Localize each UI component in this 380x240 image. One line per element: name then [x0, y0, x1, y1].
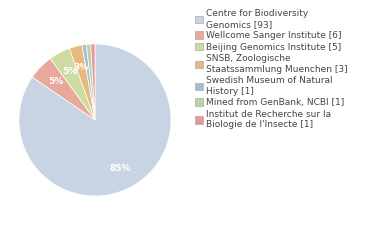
Wedge shape: [50, 48, 95, 120]
Wedge shape: [70, 45, 95, 120]
Text: 85%: 85%: [110, 164, 131, 173]
Legend: Centre for Biodiversity
Genomics [93], Wellcome Sanger Institute [6], Beijing Ge: Centre for Biodiversity Genomics [93], W…: [195, 9, 348, 129]
Text: 3%: 3%: [73, 63, 89, 72]
Wedge shape: [86, 44, 95, 120]
Wedge shape: [32, 59, 95, 120]
Text: 5%: 5%: [62, 67, 77, 76]
Wedge shape: [19, 44, 171, 196]
Text: 5%: 5%: [48, 77, 63, 86]
Wedge shape: [82, 44, 95, 120]
Wedge shape: [91, 44, 95, 120]
